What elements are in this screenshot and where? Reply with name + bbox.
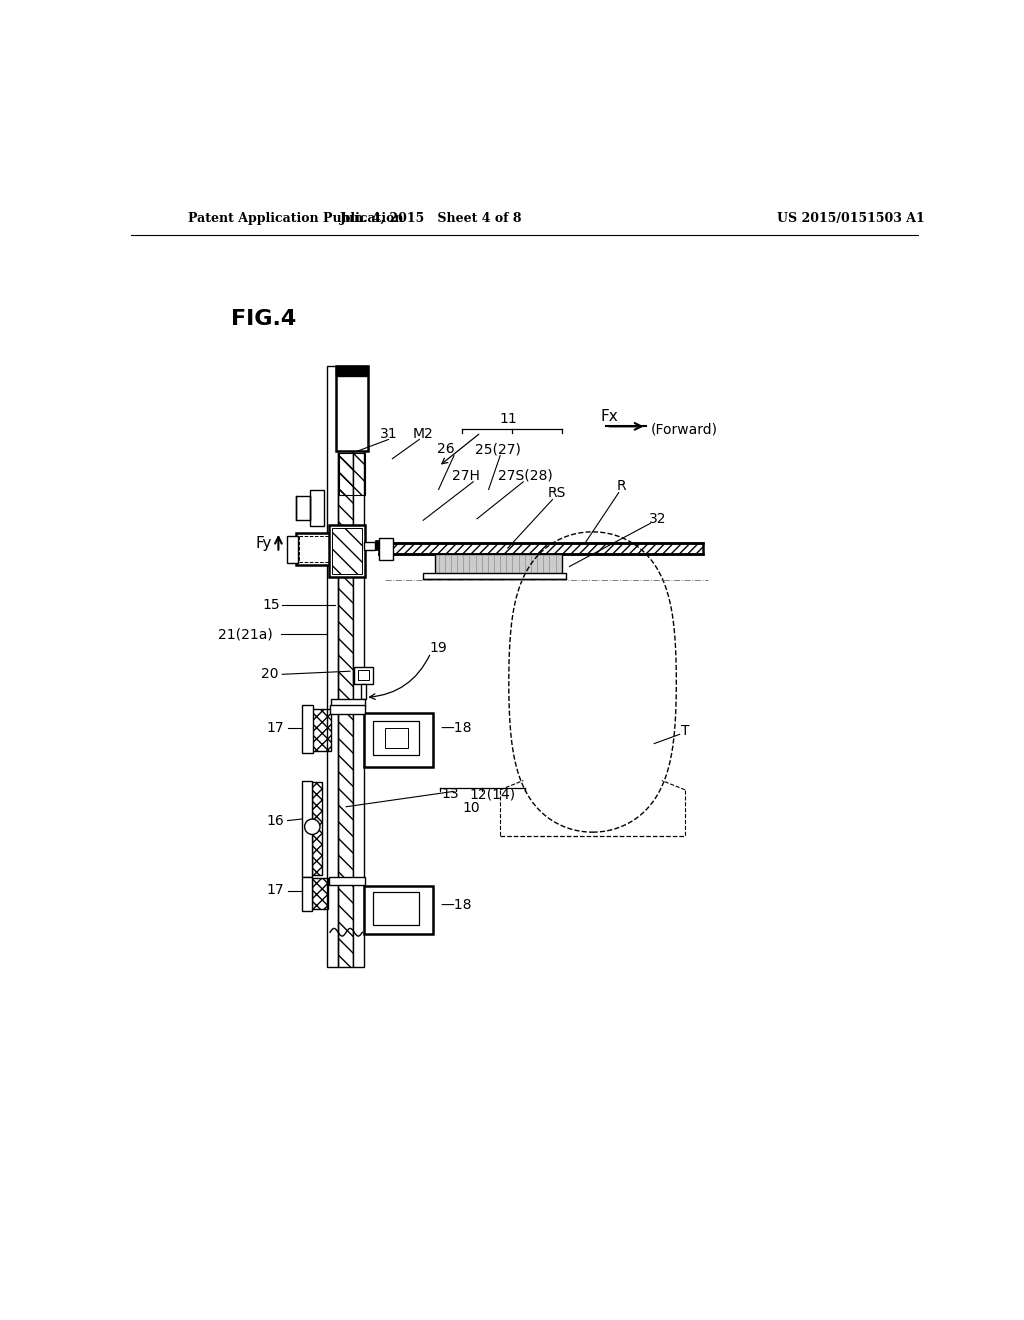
Text: 15: 15	[262, 598, 280, 612]
Bar	[301, 865, 311, 869]
Bar	[338, 367, 353, 966]
Text: 27S(28): 27S(28)	[499, 469, 553, 483]
Bar	[296, 532, 357, 565]
Text: M2: M2	[413, 428, 433, 441]
Bar	[357, 671, 370, 680]
Text: Fy: Fy	[255, 536, 271, 550]
Text: 17: 17	[267, 721, 285, 735]
Bar	[302, 886, 311, 890]
Text: R: R	[617, 479, 627, 494]
Bar	[302, 898, 311, 903]
Bar	[373, 721, 419, 755]
Bar	[304, 739, 312, 744]
Bar	[330, 525, 365, 577]
Bar	[304, 721, 312, 726]
Bar	[301, 870, 311, 874]
Bar	[301, 784, 311, 788]
Bar	[354, 667, 373, 684]
Bar	[304, 709, 312, 714]
Bar	[336, 367, 369, 376]
Bar	[301, 832, 311, 836]
Text: 12(14): 12(14)	[469, 788, 515, 801]
Bar	[327, 367, 338, 966]
Text: 27H: 27H	[452, 469, 479, 483]
Bar	[301, 816, 311, 820]
Bar	[311, 878, 329, 909]
Bar	[302, 705, 313, 752]
Bar	[310, 490, 324, 527]
Bar	[301, 789, 311, 793]
Text: (Forward): (Forward)	[650, 422, 717, 437]
Bar	[376, 540, 380, 550]
Bar	[330, 876, 365, 884]
Bar	[353, 367, 364, 966]
Bar	[330, 705, 366, 714]
Bar	[301, 854, 311, 858]
Bar	[311, 709, 331, 751]
Bar	[287, 536, 298, 564]
Bar	[373, 892, 419, 924]
Text: T: T	[681, 725, 689, 738]
Text: Jun. 4, 2015   Sheet 4 of 8: Jun. 4, 2015 Sheet 4 of 8	[340, 213, 522, 224]
Text: 26: 26	[437, 442, 455, 457]
Bar	[331, 700, 366, 706]
Text: 25(27): 25(27)	[475, 442, 521, 457]
Bar	[301, 795, 311, 799]
Text: 32: 32	[649, 512, 667, 525]
Bar	[364, 543, 376, 549]
Bar	[364, 713, 433, 767]
Text: 31: 31	[380, 428, 397, 441]
Bar	[336, 366, 369, 451]
Text: 11: 11	[499, 412, 517, 425]
Bar	[333, 528, 361, 574]
Text: 10: 10	[462, 800, 479, 814]
Text: 13: 13	[441, 788, 459, 801]
Text: 20: 20	[261, 668, 279, 681]
Circle shape	[304, 818, 319, 834]
Bar	[302, 879, 311, 884]
Text: 21(21a): 21(21a)	[218, 627, 273, 642]
Text: 17: 17	[267, 883, 285, 896]
Bar	[301, 821, 311, 825]
Bar	[301, 780, 312, 876]
Text: Fx: Fx	[600, 409, 618, 424]
Text: Patent Application Publication: Patent Application Publication	[188, 213, 403, 224]
Bar	[301, 849, 311, 853]
Text: US 2015/0151503 A1: US 2015/0151503 A1	[777, 213, 925, 224]
Bar	[296, 496, 310, 520]
Text: FIG.4: FIG.4	[230, 309, 296, 329]
Bar	[304, 746, 312, 751]
Bar	[379, 544, 702, 554]
Bar	[304, 727, 312, 733]
Bar	[302, 891, 311, 896]
Text: —18: —18	[441, 721, 472, 735]
Bar	[301, 859, 311, 863]
Bar	[301, 805, 311, 809]
Bar	[360, 684, 367, 700]
Bar	[423, 573, 565, 579]
Bar	[301, 838, 311, 841]
Bar	[302, 904, 311, 908]
Text: —18: —18	[441, 899, 472, 912]
Bar	[339, 453, 365, 495]
Bar	[301, 843, 311, 847]
Text: RS: RS	[547, 486, 565, 500]
Text: 16: 16	[267, 813, 285, 828]
Bar	[311, 781, 323, 875]
Bar	[301, 810, 311, 814]
Bar	[435, 554, 562, 574]
Bar	[304, 715, 312, 719]
Bar	[301, 876, 312, 911]
Bar	[301, 800, 311, 804]
Bar	[301, 826, 311, 830]
Bar	[385, 729, 408, 748]
Bar	[379, 539, 393, 560]
Bar	[364, 886, 433, 933]
Bar	[304, 734, 312, 738]
Text: 19: 19	[430, 642, 447, 655]
